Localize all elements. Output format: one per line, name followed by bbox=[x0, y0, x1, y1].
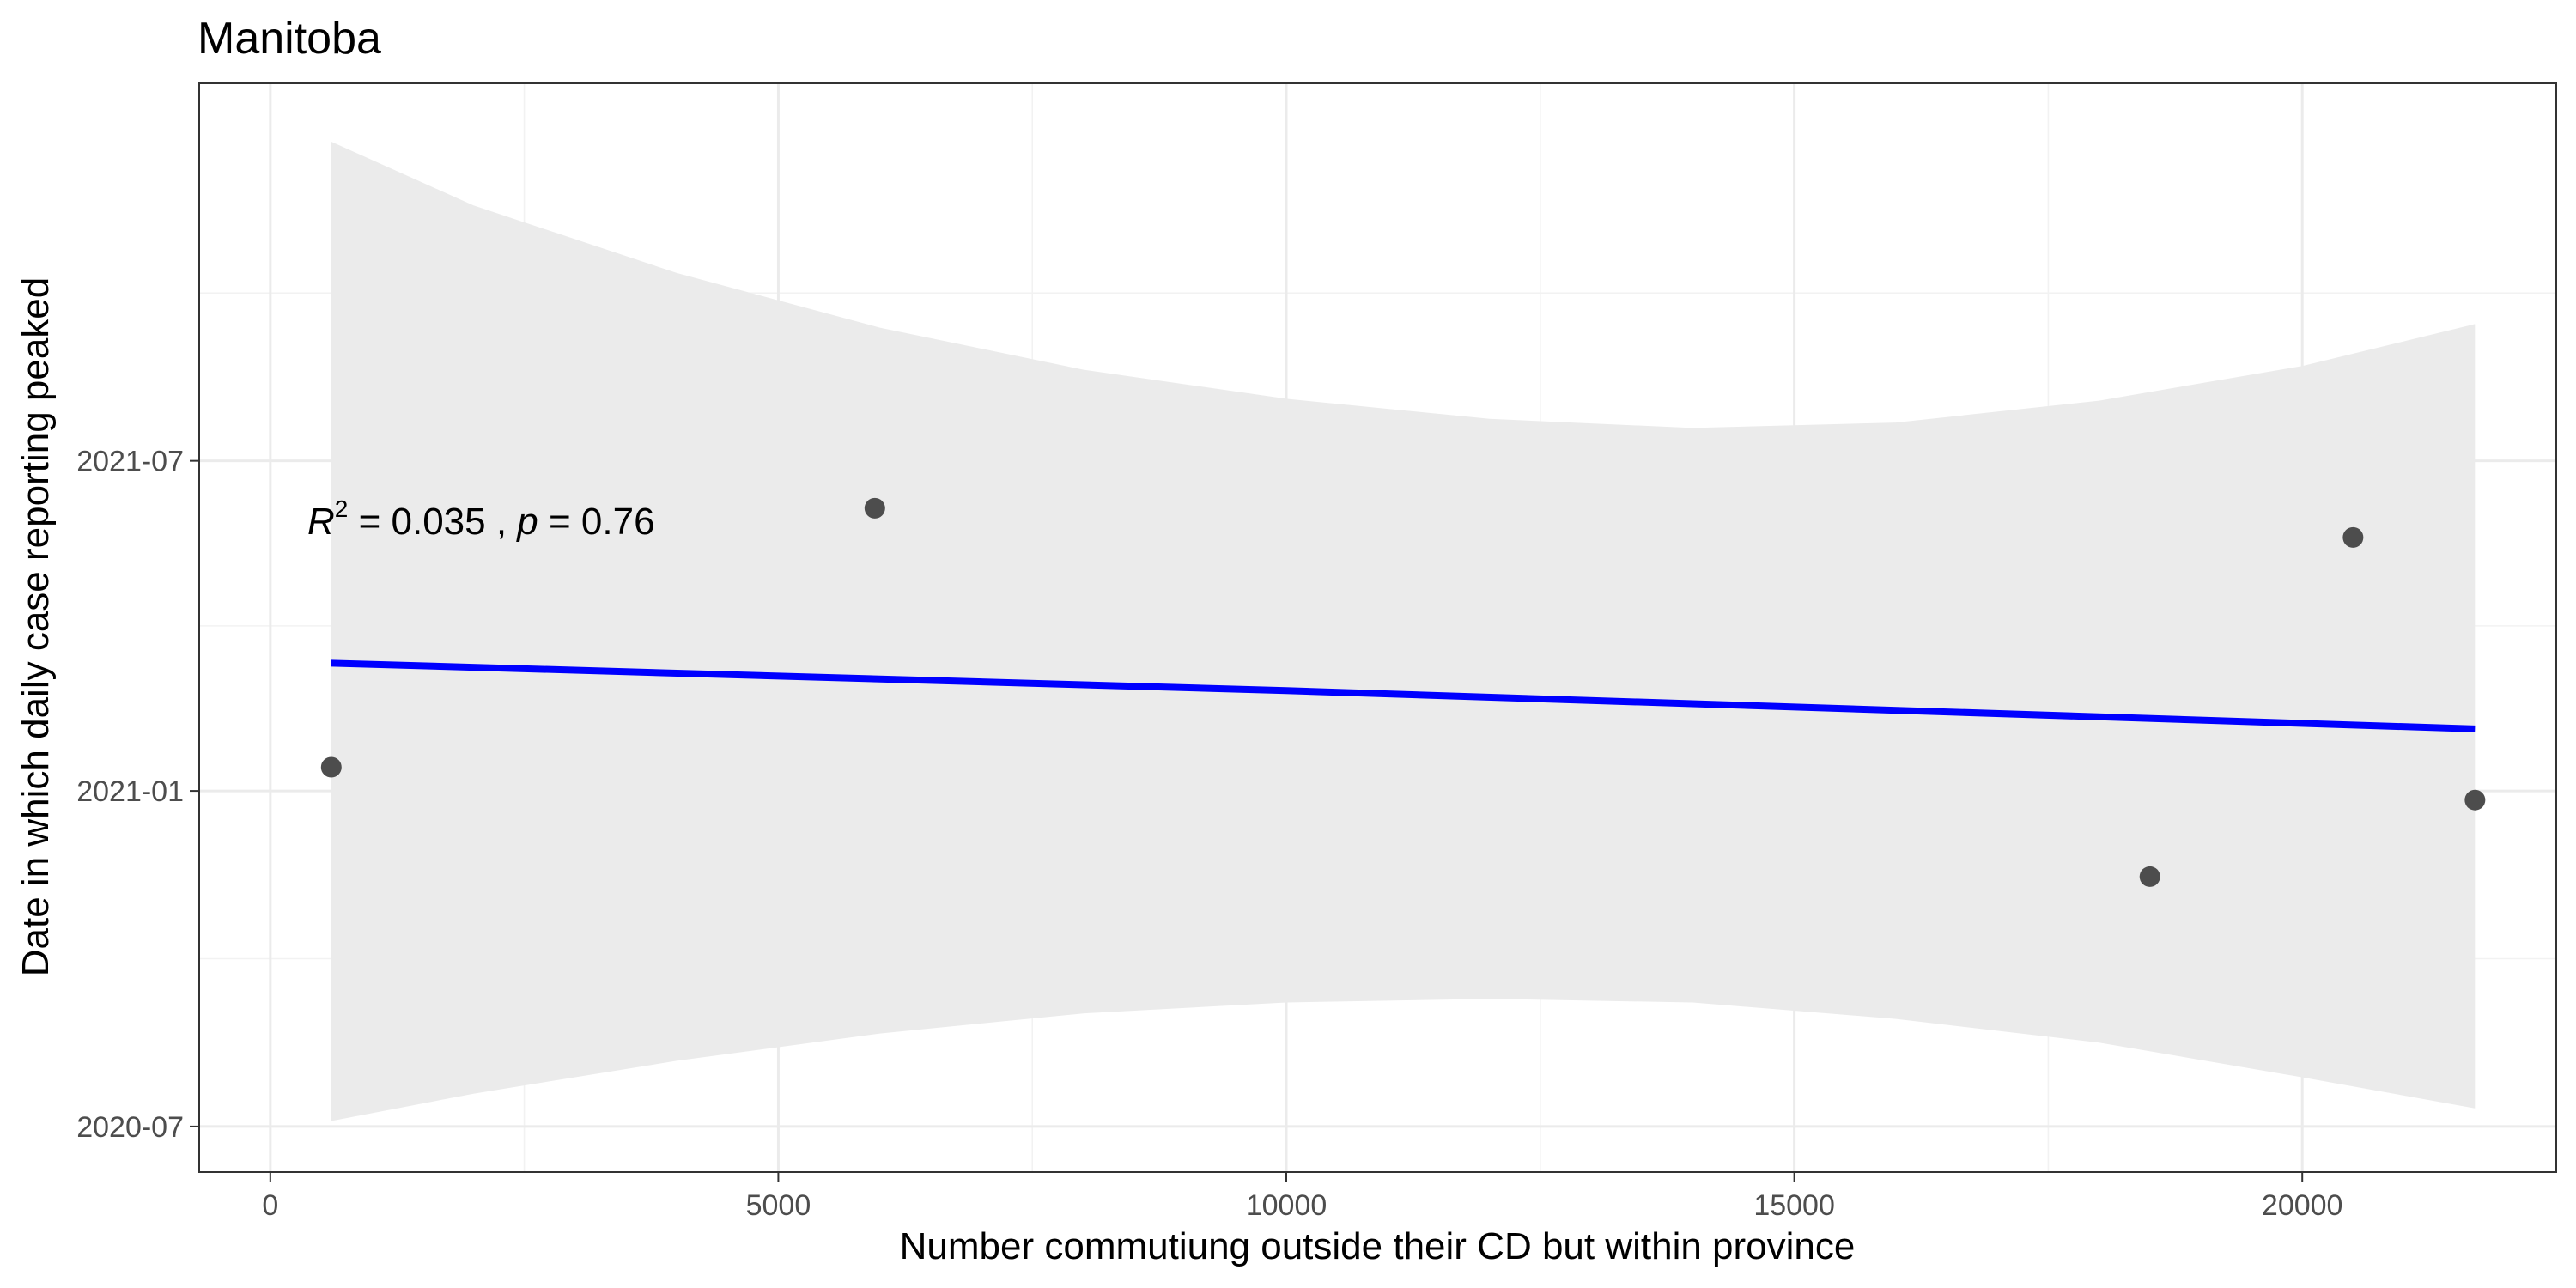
data-point bbox=[864, 497, 885, 519]
p-symbol: p bbox=[515, 501, 538, 543]
x-axis-title: Number commutiung outside their CD but w… bbox=[900, 1225, 1856, 1267]
y-axis-title: Date in which daily case reporting peake… bbox=[15, 277, 57, 976]
p-value: = 0.76 bbox=[538, 501, 655, 543]
data-point bbox=[2464, 789, 2486, 811]
y-tick-label: 2021-01 bbox=[76, 775, 184, 808]
x-tick-label: 10000 bbox=[1246, 1189, 1327, 1222]
x-tick-label: 5000 bbox=[746, 1189, 811, 1222]
regression-line bbox=[331, 659, 2476, 732]
r-superscript: 2 bbox=[335, 495, 349, 522]
data-point bbox=[320, 756, 342, 778]
y-tick-label: 2020-07 bbox=[76, 1111, 184, 1144]
data-point bbox=[2139, 866, 2160, 887]
panel-border bbox=[198, 82, 2557, 1173]
points bbox=[320, 497, 2486, 887]
x-axis: 0 5000 10000 15000 20000 bbox=[262, 1172, 2342, 1222]
r-symbol: R bbox=[307, 501, 335, 543]
y-tick-label: 2021-07 bbox=[76, 446, 184, 478]
chart-title: Manitoba bbox=[197, 14, 381, 64]
confidence-ribbon bbox=[331, 142, 2476, 1121]
data-point bbox=[2342, 526, 2364, 548]
stat-annotation: R2 = 0.035 , p = 0.76 bbox=[307, 495, 655, 543]
r-value: = 0.035 , bbox=[348, 501, 517, 543]
y-axis: 2020-07 2021-01 2021-07 bbox=[76, 446, 199, 1144]
x-tick-label: 15000 bbox=[1753, 1189, 1835, 1222]
x-tick-label: 20000 bbox=[2262, 1189, 2343, 1222]
x-tick-label: 0 bbox=[262, 1189, 278, 1222]
